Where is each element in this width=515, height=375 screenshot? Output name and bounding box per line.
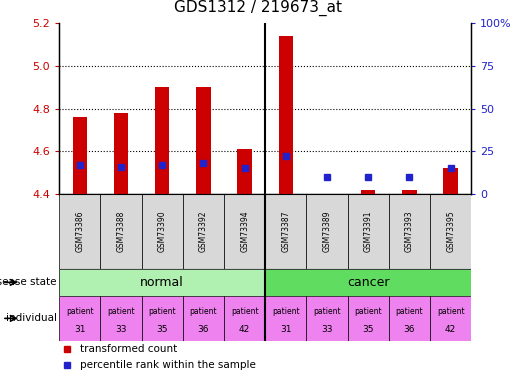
Text: GSM73391: GSM73391 <box>364 211 373 252</box>
Text: patient: patient <box>66 307 94 316</box>
Text: patient: patient <box>148 307 176 316</box>
Text: 33: 33 <box>321 325 333 334</box>
Bar <box>361 190 375 194</box>
Text: 42: 42 <box>239 325 250 334</box>
Text: GSM73394: GSM73394 <box>240 211 249 252</box>
Bar <box>196 87 211 194</box>
Bar <box>348 296 389 341</box>
Bar <box>224 296 265 341</box>
Text: GSM73387: GSM73387 <box>281 211 290 252</box>
Bar <box>142 296 183 341</box>
Bar <box>100 194 142 269</box>
Bar <box>59 194 100 269</box>
Text: GSM73390: GSM73390 <box>158 211 167 252</box>
Text: patient: patient <box>272 307 300 316</box>
Text: 33: 33 <box>115 325 127 334</box>
Bar <box>183 194 224 269</box>
Text: 35: 35 <box>363 325 374 334</box>
Text: percentile rank within the sample: percentile rank within the sample <box>80 360 256 370</box>
Text: transformed count: transformed count <box>80 344 177 354</box>
Text: 36: 36 <box>404 325 415 334</box>
Text: GSM73392: GSM73392 <box>199 211 208 252</box>
Bar <box>59 269 265 296</box>
Text: normal: normal <box>141 276 184 289</box>
Text: patient: patient <box>313 307 341 316</box>
Bar <box>59 296 100 341</box>
Bar <box>73 117 87 194</box>
Bar <box>142 194 183 269</box>
Bar <box>402 190 417 194</box>
Bar <box>100 296 142 341</box>
Bar <box>183 296 224 341</box>
Text: 31: 31 <box>280 325 291 334</box>
Text: GSM73395: GSM73395 <box>446 211 455 252</box>
Text: 35: 35 <box>157 325 168 334</box>
Bar <box>114 113 128 194</box>
Bar <box>155 87 169 194</box>
Text: patient: patient <box>354 307 382 316</box>
Text: patient: patient <box>231 307 259 316</box>
Text: 31: 31 <box>74 325 85 334</box>
Text: GSM73388: GSM73388 <box>116 211 126 252</box>
Bar <box>265 296 306 341</box>
Bar <box>430 296 471 341</box>
Text: 36: 36 <box>198 325 209 334</box>
Bar <box>389 296 430 341</box>
Text: GSM73386: GSM73386 <box>75 211 84 252</box>
Text: 42: 42 <box>445 325 456 334</box>
Bar <box>389 194 430 269</box>
Bar <box>306 296 348 341</box>
Text: GSM73393: GSM73393 <box>405 211 414 252</box>
Bar <box>265 194 306 269</box>
Text: patient: patient <box>396 307 423 316</box>
Bar <box>237 149 252 194</box>
Bar <box>443 168 458 194</box>
Bar <box>306 194 348 269</box>
Text: GSM73389: GSM73389 <box>322 211 332 252</box>
Text: disease state: disease state <box>0 278 57 287</box>
Text: GDS1312 / 219673_at: GDS1312 / 219673_at <box>174 0 341 16</box>
Text: individual: individual <box>6 314 57 323</box>
Text: patient: patient <box>190 307 217 316</box>
Bar <box>224 194 265 269</box>
Bar <box>279 36 293 194</box>
Text: patient: patient <box>107 307 135 316</box>
Bar <box>265 269 471 296</box>
Text: patient: patient <box>437 307 465 316</box>
Bar <box>348 194 389 269</box>
Text: cancer: cancer <box>347 276 389 289</box>
Bar <box>430 194 471 269</box>
